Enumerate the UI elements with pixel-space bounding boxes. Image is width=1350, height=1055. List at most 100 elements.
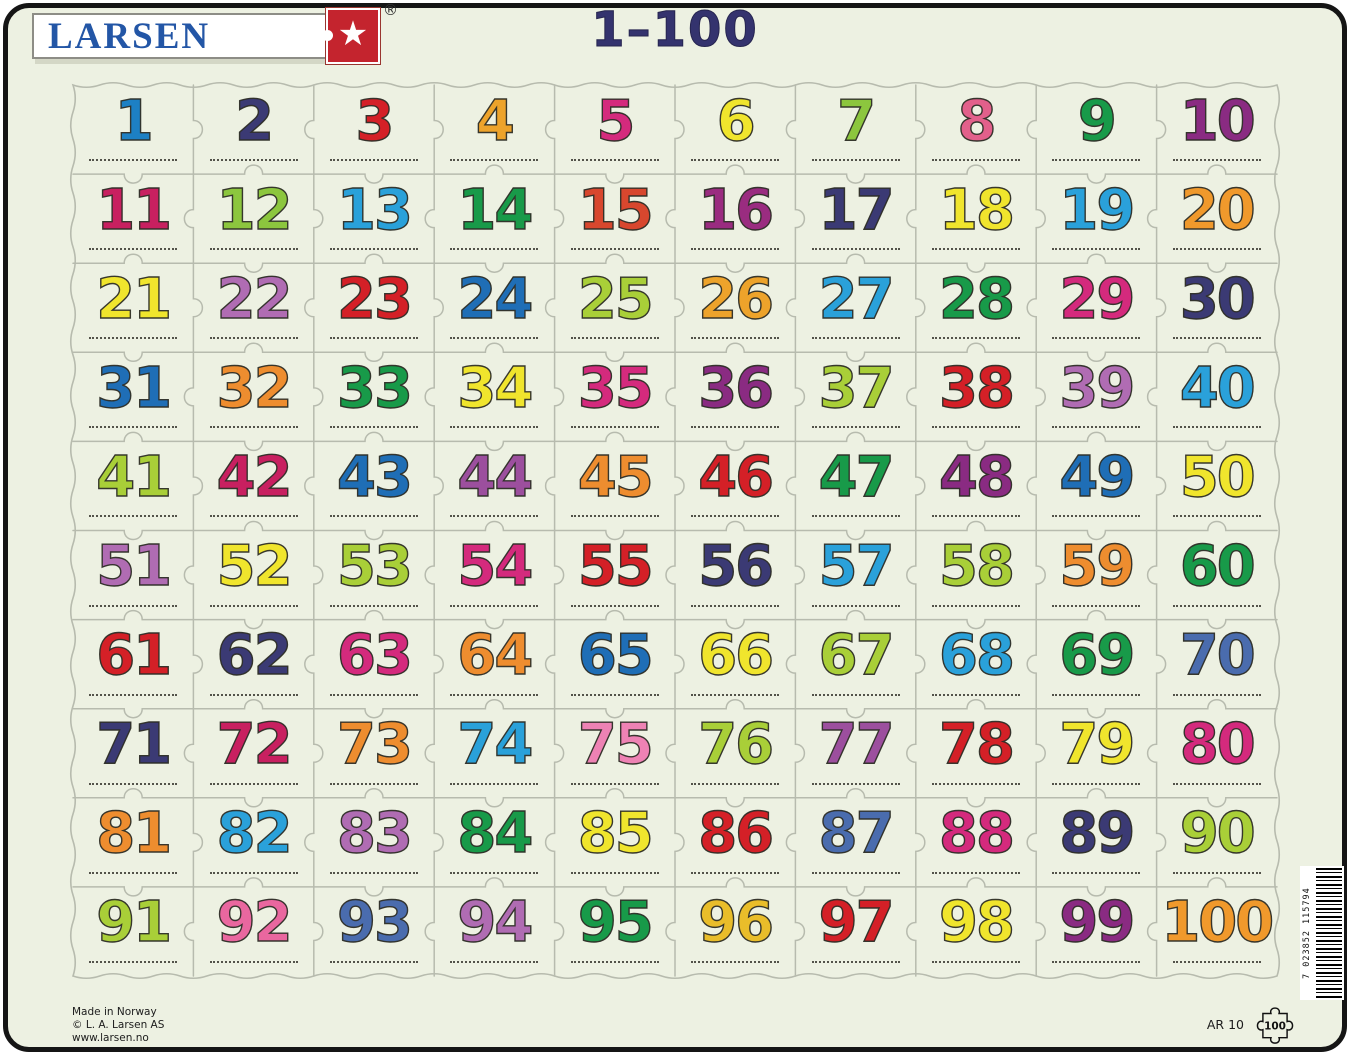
puzzle-piece[interactable]: 25 — [555, 263, 675, 352]
puzzle-piece[interactable]: 81 — [73, 798, 193, 887]
puzzle-piece[interactable]: 80 — [1157, 709, 1277, 798]
puzzle-piece[interactable]: 16 — [675, 174, 795, 263]
puzzle-piece[interactable]: 86 — [675, 798, 795, 887]
puzzle-piece[interactable]: 95 — [555, 887, 675, 976]
puzzle-piece[interactable]: 22 — [193, 263, 313, 352]
puzzle-piece[interactable]: 27 — [795, 263, 915, 352]
puzzle-piece[interactable]: 46 — [675, 441, 795, 530]
puzzle-piece[interactable]: 82 — [193, 798, 313, 887]
puzzle-piece[interactable]: 21 — [73, 263, 193, 352]
puzzle-piece[interactable]: 26 — [675, 263, 795, 352]
puzzle-piece[interactable]: 61 — [73, 620, 193, 709]
puzzle-piece[interactable]: 10 — [1157, 85, 1277, 174]
puzzle-piece[interactable]: 71 — [73, 709, 193, 798]
puzzle-piece[interactable]: 52 — [193, 530, 313, 619]
puzzle-piece[interactable]: 99 — [1036, 887, 1156, 976]
puzzle-piece[interactable]: 36 — [675, 352, 795, 441]
puzzle-piece[interactable]: 98 — [916, 887, 1036, 976]
puzzle-piece[interactable]: 23 — [314, 263, 434, 352]
puzzle-piece[interactable]: 91 — [73, 887, 193, 976]
puzzle-piece[interactable]: 19 — [1036, 174, 1156, 263]
puzzle-piece[interactable]: 44 — [434, 441, 554, 530]
puzzle-piece[interactable]: 4 — [434, 85, 554, 174]
puzzle-piece[interactable]: 38 — [916, 352, 1036, 441]
puzzle-piece[interactable]: 49 — [1036, 441, 1156, 530]
puzzle-piece[interactable]: 76 — [675, 709, 795, 798]
puzzle-piece[interactable]: 53 — [314, 530, 434, 619]
puzzle-piece[interactable]: 34 — [434, 352, 554, 441]
puzzle-piece[interactable]: 67 — [795, 620, 915, 709]
puzzle-piece[interactable]: 40 — [1157, 352, 1277, 441]
puzzle-piece[interactable]: 90 — [1157, 798, 1277, 887]
puzzle-piece[interactable]: 55 — [555, 530, 675, 619]
puzzle-piece[interactable]: 94 — [434, 887, 554, 976]
puzzle-piece[interactable]: 43 — [314, 441, 434, 530]
puzzle-piece[interactable]: 73 — [314, 709, 434, 798]
puzzle-piece[interactable]: 74 — [434, 709, 554, 798]
puzzle-piece[interactable]: 83 — [314, 798, 434, 887]
puzzle-piece[interactable]: 18 — [916, 174, 1036, 263]
puzzle-piece[interactable]: 84 — [434, 798, 554, 887]
puzzle-piece[interactable]: 32 — [193, 352, 313, 441]
puzzle-piece[interactable]: 6 — [675, 85, 795, 174]
puzzle-piece[interactable]: 51 — [73, 530, 193, 619]
puzzle-piece[interactable]: 7 — [795, 85, 915, 174]
puzzle-piece[interactable]: 65 — [555, 620, 675, 709]
puzzle-piece[interactable]: 20 — [1157, 174, 1277, 263]
puzzle-piece[interactable]: 33 — [314, 352, 434, 441]
puzzle-piece[interactable]: 31 — [73, 352, 193, 441]
puzzle-piece[interactable]: 92 — [193, 887, 313, 976]
puzzle-piece[interactable]: 5 — [555, 85, 675, 174]
puzzle-piece[interactable]: 58 — [916, 530, 1036, 619]
puzzle-piece[interactable]: 13 — [314, 174, 434, 263]
puzzle-piece[interactable]: 63 — [314, 620, 434, 709]
puzzle-piece[interactable]: 8 — [916, 85, 1036, 174]
puzzle-piece[interactable]: 12 — [193, 174, 313, 263]
puzzle-piece[interactable]: 62 — [193, 620, 313, 709]
puzzle-piece[interactable]: 57 — [795, 530, 915, 619]
puzzle-piece[interactable]: 1 — [73, 85, 193, 174]
puzzle-piece[interactable]: 2 — [193, 85, 313, 174]
puzzle-piece[interactable]: 60 — [1157, 530, 1277, 619]
puzzle-piece[interactable]: 3 — [314, 85, 434, 174]
puzzle-piece[interactable]: 72 — [193, 709, 313, 798]
puzzle-piece[interactable]: 68 — [916, 620, 1036, 709]
puzzle-piece[interactable]: 14 — [434, 174, 554, 263]
puzzle-piece[interactable]: 69 — [1036, 620, 1156, 709]
puzzle-piece[interactable]: 97 — [795, 887, 915, 976]
puzzle-piece[interactable]: 96 — [675, 887, 795, 976]
puzzle-piece[interactable]: 87 — [795, 798, 915, 887]
puzzle-piece[interactable]: 11 — [73, 174, 193, 263]
puzzle-piece[interactable]: 9 — [1036, 85, 1156, 174]
puzzle-piece[interactable]: 17 — [795, 174, 915, 263]
puzzle-piece[interactable]: 54 — [434, 530, 554, 619]
puzzle-piece[interactable]: 39 — [1036, 352, 1156, 441]
puzzle-piece[interactable]: 28 — [916, 263, 1036, 352]
puzzle-piece[interactable]: 37 — [795, 352, 915, 441]
puzzle-piece[interactable]: 85 — [555, 798, 675, 887]
puzzle-piece[interactable]: 59 — [1036, 530, 1156, 619]
puzzle-piece[interactable]: 48 — [916, 441, 1036, 530]
puzzle-piece[interactable]: 30 — [1157, 263, 1277, 352]
puzzle-piece[interactable]: 24 — [434, 263, 554, 352]
puzzle-piece[interactable]: 93 — [314, 887, 434, 976]
puzzle-piece[interactable]: 100 — [1157, 887, 1277, 976]
puzzle-piece[interactable]: 41 — [73, 441, 193, 530]
puzzle-piece[interactable]: 75 — [555, 709, 675, 798]
puzzle-piece[interactable]: 64 — [434, 620, 554, 709]
puzzle-piece[interactable]: 15 — [555, 174, 675, 263]
puzzle-piece[interactable]: 88 — [916, 798, 1036, 887]
puzzle-piece[interactable]: 78 — [916, 709, 1036, 798]
puzzle-piece[interactable]: 66 — [675, 620, 795, 709]
puzzle-piece[interactable]: 77 — [795, 709, 915, 798]
puzzle-piece[interactable]: 50 — [1157, 441, 1277, 530]
puzzle-piece[interactable]: 89 — [1036, 798, 1156, 887]
puzzle-piece[interactable]: 56 — [675, 530, 795, 619]
puzzle-piece[interactable]: 70 — [1157, 620, 1277, 709]
puzzle-piece[interactable]: 47 — [795, 441, 915, 530]
puzzle-piece[interactable]: 35 — [555, 352, 675, 441]
puzzle-piece[interactable]: 42 — [193, 441, 313, 530]
puzzle-piece[interactable]: 79 — [1036, 709, 1156, 798]
puzzle-piece[interactable]: 45 — [555, 441, 675, 530]
puzzle-piece[interactable]: 29 — [1036, 263, 1156, 352]
